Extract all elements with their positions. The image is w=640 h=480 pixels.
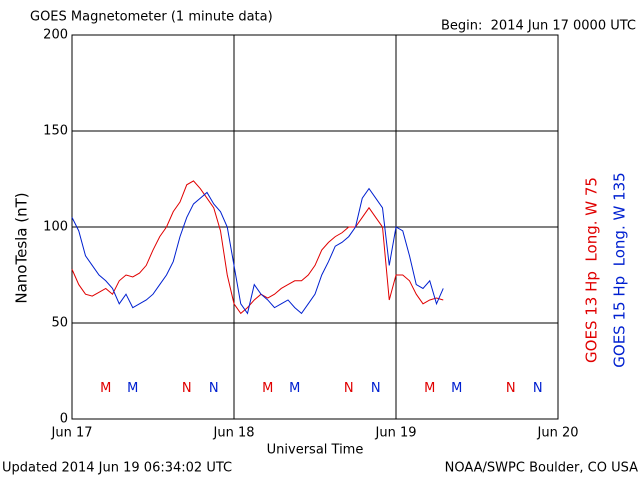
y-tick-label: 200 [43,28,68,43]
data-line [71,180,444,315]
annotation: M [451,381,462,396]
annotation: N [209,381,219,396]
x-tick-label: Jun 17 [51,426,93,441]
annotation: N [371,381,381,396]
data-line [71,187,444,315]
annotation: M [289,381,300,396]
annotation: M [262,381,273,396]
legend-entry: GOES 15 Hp Long. W 135 [611,172,629,367]
footer-left: Updated 2014 Jun 19 06:34:02 UTC [2,461,232,476]
annotation: N [533,381,543,396]
annotation: M [424,381,435,396]
y-tick-label: 150 [43,124,68,139]
chart-subtitle: Begin: 2014 Jun 17 0000 UTC [441,19,636,34]
x-tick-label: Jun 19 [375,426,417,441]
annotation: M [100,381,111,396]
footer-right: NOAA/SWPC Boulder, CO USA [445,461,638,476]
y-tick-label: 100 [43,220,68,235]
x-tick-label: Jun 20 [537,426,579,441]
legend-entry: GOES 13 Hp Long. W 75 [583,177,601,363]
annotation: N [506,381,516,396]
x-tick-label: Jun 18 [213,426,255,441]
y-tick-label: 0 [60,412,68,427]
y-tick-label: 50 [51,316,68,331]
chart-title: GOES Magnetometer (1 minute data) [30,10,273,25]
annotation: N [182,381,192,396]
x-axis-label: Universal Time [267,443,364,458]
annotation: N [344,381,354,396]
y-axis-label: NanoTesla (nT) [13,192,31,303]
annotation: M [127,381,138,396]
